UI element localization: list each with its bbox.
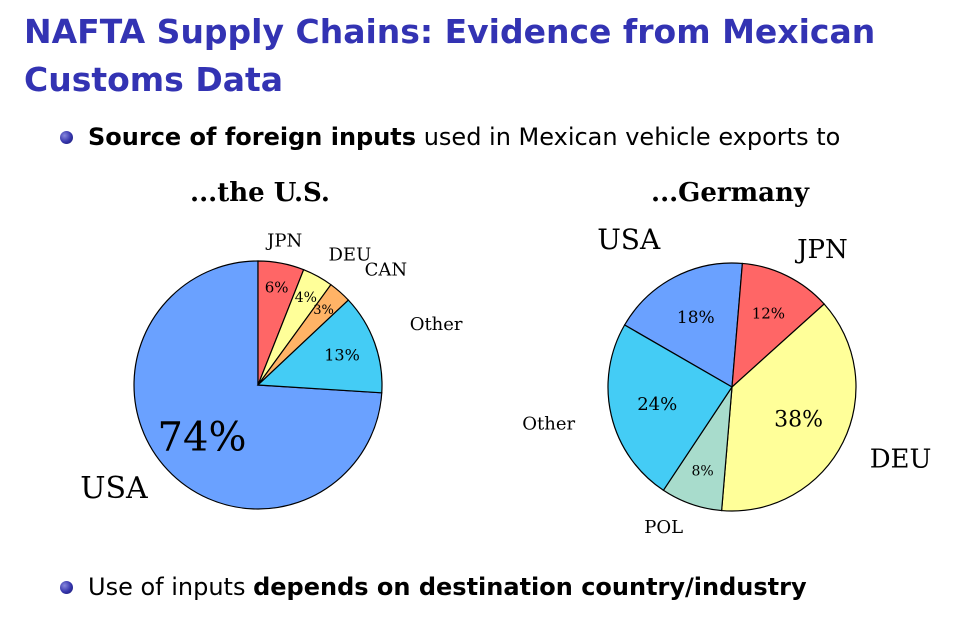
pie-percent-label-deu: 4% [295,290,317,306]
pie-percent-label-jpn: 12% [752,305,785,323]
pie-category-label-usa: USA [597,223,661,256]
pie-category-label-other: Other [410,314,463,335]
pie-slice-usa [623,262,744,388]
pie-category-label-jpn: JPN [794,235,848,265]
bullet-plain-text: used in Mexican vehicle exports to [416,123,841,151]
pie-category-label-other: Other [522,413,575,434]
chart-title-us: ...the U.S. [190,178,330,208]
bullet-bold-text: depends on destination country/industry [253,573,807,601]
bullet-text: Source of foreign inputs used in Mexican… [88,122,840,152]
chart-title-germany: ...Germany [651,178,809,208]
pie-percent-label-can: 3% [313,303,334,318]
pie-percent-label-pol: 8% [691,463,713,479]
pie-percent-label-other: 24% [637,394,677,415]
pie-percent-label-other: 13% [324,345,360,364]
bullet-text: Use of inputs depends on destination cou… [88,572,807,602]
pie-category-label-pol: POL [644,517,683,538]
pie-chart-us: 74% USA 6% JPN 4% DEU 3% CAN 13% Other [80,230,463,510]
bullet-bold-text: Source of foreign inputs [88,123,417,151]
bullet-dot-icon [60,581,73,594]
pie-category-label-jpn: JPN [265,230,302,251]
pie-category-label-usa: USA [80,471,148,506]
pie-slice-other [256,299,383,394]
pie-slice-jpn [731,262,825,389]
pie-percent-label-usa: 18% [677,308,715,328]
bullet-source-of-inputs: Source of foreign inputs used in Mexican… [60,122,880,152]
pie-slice-other [607,324,733,492]
pie-percent-label-jpn: 6% [265,279,289,297]
bullet-depends-on-destination: Use of inputs depends on destination cou… [60,572,860,602]
pie-category-label-deu: DEU [329,244,372,265]
bullet-dot-icon [60,131,73,144]
pie-category-label-deu: DEU [870,444,932,474]
pie-slice-deu [720,303,857,512]
bullet-plain-text: Use of inputs [88,573,254,601]
pie-percent-label-deu: 38% [774,408,823,433]
pie-category-label-can: CAN [365,260,408,281]
slide-title: NAFTA Supply Chains: Evidence from Mexic… [24,12,876,99]
pie-percent-label-usa: 74% [158,415,247,461]
pie-chart-germany: 18% USA 12% JPN 38% DEU 8% POL 24% Other [522,223,931,538]
